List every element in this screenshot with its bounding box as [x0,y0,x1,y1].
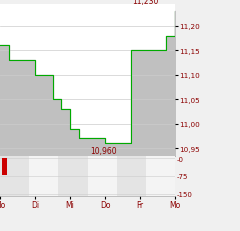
Text: 11,230: 11,230 [133,0,159,6]
Text: 10,960: 10,960 [90,146,117,155]
Bar [58,156,88,196]
Bar [29,156,58,196]
Bar [88,156,117,196]
Bar [0,156,29,196]
Bar [2,158,6,175]
Bar [146,156,175,196]
Bar [117,156,146,196]
